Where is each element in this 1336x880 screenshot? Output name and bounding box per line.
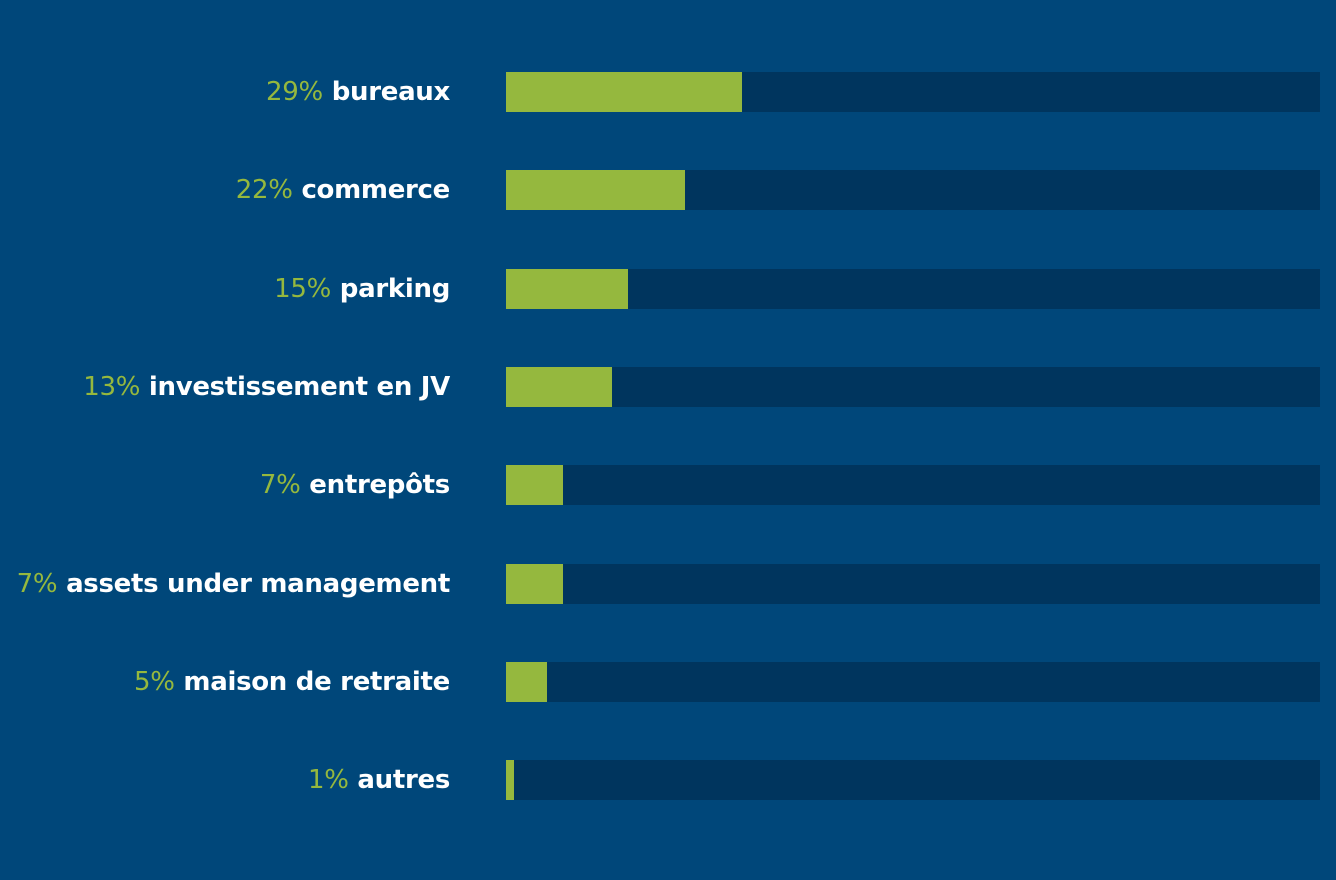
value-label: 15% <box>274 274 332 304</box>
value-label: 22% <box>235 175 293 205</box>
bar-track <box>506 72 1320 112</box>
bar-row: 15% parking <box>0 269 1336 309</box>
value-label: 1% <box>307 765 349 795</box>
bar-fill <box>506 170 685 210</box>
category-label: autres <box>357 765 450 795</box>
bar-row: 22% commerce <box>0 170 1336 210</box>
value-label: 7% <box>259 470 301 500</box>
bar-row: 7% entrepôts <box>0 465 1336 505</box>
bar-fill <box>506 269 628 309</box>
bar-label: 15% parking <box>274 269 450 309</box>
category-label: investissement en JV <box>148 372 450 402</box>
bar-track <box>506 760 1320 800</box>
category-label: bureaux <box>331 77 451 107</box>
bar-row: 13% investissement en JV <box>0 367 1336 407</box>
bar-fill <box>506 465 563 505</box>
bar-track <box>506 465 1320 505</box>
bar-fill <box>506 564 563 604</box>
bar-row: 1% autres <box>0 760 1336 800</box>
category-label: commerce <box>301 175 450 205</box>
bar-track <box>506 170 1320 210</box>
bar-track <box>506 564 1320 604</box>
bar-label: 22% commerce <box>235 170 451 210</box>
bar-label: 7% assets under management <box>16 564 451 604</box>
bar-fill <box>506 367 612 407</box>
bar-row: 5% maison de retraite <box>0 662 1336 702</box>
bar-label: 1% autres <box>308 760 450 800</box>
category-label: assets under management <box>66 569 450 599</box>
bar-row: 7% assets under management <box>0 564 1336 604</box>
bar-track <box>506 269 1320 309</box>
category-label: maison de retraite <box>183 667 450 697</box>
bar-label: 29% bureaux <box>266 72 450 112</box>
bar-label: 13% investissement en JV <box>83 367 450 407</box>
bar-label: 5% maison de retraite <box>134 662 450 702</box>
value-label: 13% <box>83 372 141 402</box>
category-label: parking <box>339 274 451 304</box>
bar-track <box>506 367 1320 407</box>
bar-label: 7% entrepôts <box>260 465 450 505</box>
bar-fill <box>506 662 547 702</box>
bar-fill <box>506 72 742 112</box>
bar-track <box>506 662 1320 702</box>
value-label: 29% <box>266 77 323 107</box>
value-label: 7% <box>16 569 58 599</box>
value-label: 5% <box>134 667 175 697</box>
bar-row: 29% bureaux <box>0 72 1336 112</box>
category-label: entrepôts <box>309 470 450 500</box>
bar-fill <box>506 760 514 800</box>
